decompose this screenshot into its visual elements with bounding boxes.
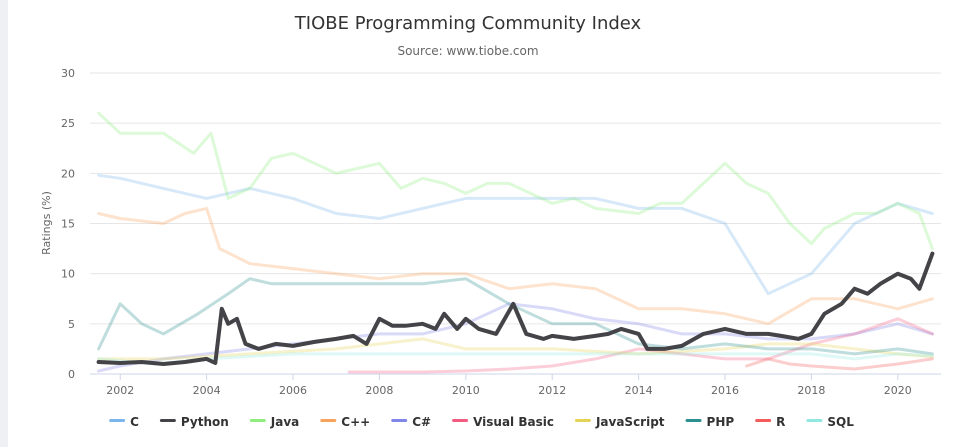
grid (90, 72, 941, 375)
legend-item[interactable]: Visual Basic (452, 415, 554, 429)
legend-swatch (574, 419, 591, 422)
y-tick-label: 30 (61, 67, 75, 80)
y-tick-label: 25 (61, 117, 75, 130)
left-page-edge (0, 0, 8, 447)
legend-label[interactable]: SQL (827, 415, 854, 429)
legend-swatch (452, 419, 469, 422)
legend-swatch (391, 419, 408, 422)
x-tick-label: 2016 (711, 384, 739, 397)
series-line-java (97, 111, 934, 251)
y-tick-label: 0 (68, 368, 75, 381)
series-lines (96, 111, 935, 374)
x-tick-label: 2020 (884, 384, 912, 397)
legend-item[interactable]: C# (391, 415, 431, 429)
legend-label[interactable]: JavaScript (595, 415, 665, 429)
y-tick-label: 20 (61, 167, 75, 180)
series-line-r (745, 357, 934, 371)
x-tick-label: 2014 (625, 384, 653, 397)
series-line-visual-basic (347, 317, 934, 374)
x-tick-label: 2010 (452, 384, 480, 397)
legend-item[interactable]: R (755, 415, 785, 429)
legend-label[interactable]: Java (270, 415, 299, 429)
legend-swatch (806, 419, 823, 422)
legend-label[interactable]: Python (181, 415, 229, 429)
series-line-javascript (97, 337, 934, 361)
legend-swatch (320, 419, 337, 422)
axes: 0 5 10 15 20 25 30 2002 2004 2006 2008 2010 2012 2014… (61, 67, 912, 397)
series-line-c-lang (97, 173, 934, 296)
x-tick-label: 2004 (193, 384, 221, 397)
x-tick-label: 2008 (365, 384, 393, 397)
legend-label[interactable]: PHP (707, 415, 735, 429)
series-line-python (96, 251, 935, 366)
legend-swatch (685, 419, 702, 422)
chart-subtitle: Source: www.tiobe.com (397, 44, 538, 58)
legend-swatch (755, 419, 772, 422)
y-axis-title: Ratings (%) (40, 191, 53, 255)
legend-label[interactable]: C (130, 415, 139, 429)
y-tick-label: 5 (68, 318, 75, 331)
legend-label[interactable]: R (776, 415, 785, 429)
legend-item[interactable]: PHP (685, 415, 735, 429)
y-tick-label: 15 (61, 218, 75, 231)
legend-label[interactable]: Visual Basic (473, 415, 554, 429)
legend-item[interactable]: Python (159, 415, 229, 429)
x-tick-label: 2012 (538, 384, 566, 397)
y-tick-label: 10 (61, 268, 75, 281)
legend-item[interactable]: C++ (320, 415, 370, 429)
legend-label[interactable]: C++ (341, 415, 370, 429)
legend: C Python Java C++ C# Visual Basic JavaScript PH… (109, 415, 854, 429)
series-line-php (97, 277, 934, 356)
legend-item[interactable]: Java (249, 415, 299, 429)
chart-title: TIOBE Programming Community Index (294, 13, 642, 34)
series-line-c-lang (97, 206, 934, 326)
legend-label[interactable]: C# (412, 415, 431, 429)
legend-swatch (249, 419, 266, 422)
legend-swatch (109, 419, 126, 422)
x-tick-label: 2018 (797, 384, 825, 397)
x-tick-label: 2006 (279, 384, 307, 397)
legend-item[interactable]: JavaScript (574, 415, 665, 429)
legend-swatch (159, 419, 176, 422)
x-tick-label: 2002 (106, 384, 134, 397)
legend-item[interactable]: SQL (806, 415, 854, 429)
legend-item[interactable]: C (109, 415, 139, 429)
